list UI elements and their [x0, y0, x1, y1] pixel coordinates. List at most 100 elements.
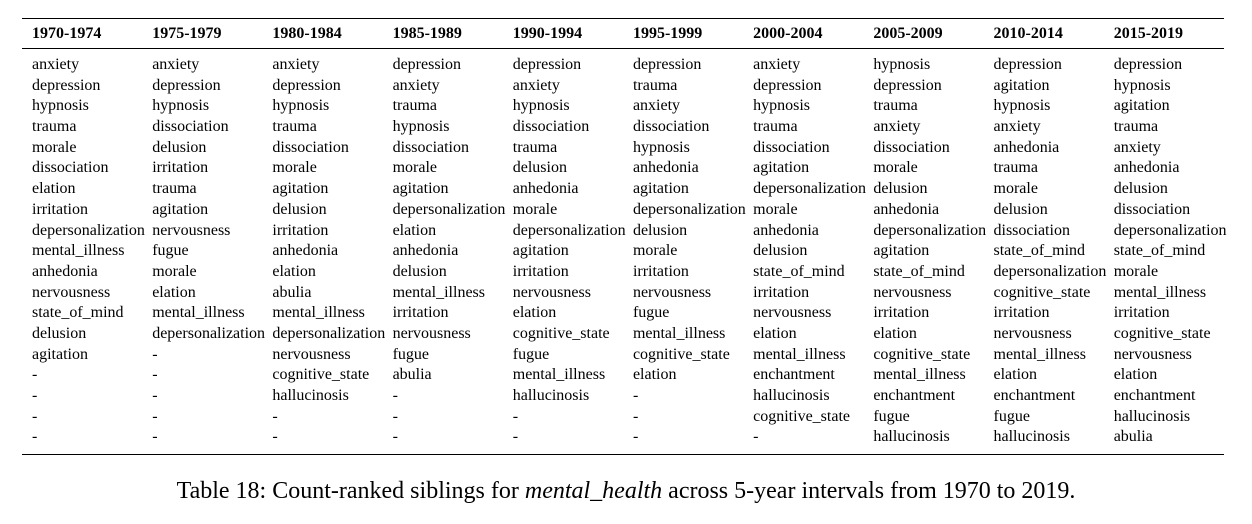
table-cell: delusion	[32, 324, 87, 342]
table-cell: depression	[753, 76, 822, 94]
table-cell: cognitive_state	[1113, 324, 1211, 342]
table-cell: hypnosis	[632, 138, 690, 156]
table-cell: morale	[512, 200, 558, 218]
table-cell: trauma	[873, 97, 918, 115]
table-cell: nervousness	[512, 283, 591, 301]
table-cell: hallucinosis	[1113, 407, 1191, 425]
table-cell: hallucinosis	[993, 428, 1070, 446]
table-cell: anhedonia	[512, 180, 579, 198]
table-cell: mental_illness	[632, 324, 726, 342]
table-cell: trauma	[272, 118, 317, 136]
table-cell: depression	[32, 76, 101, 94]
table-cell: elation	[512, 304, 557, 322]
table-cell: depersonalization	[512, 221, 626, 239]
table-cell: nervousness	[873, 283, 952, 301]
table-cell: depression	[392, 56, 461, 73]
table-cell: agitation	[993, 76, 1050, 94]
table-cell: abulia	[272, 283, 312, 301]
table-cell: -	[632, 428, 639, 446]
table-cell: elation	[632, 366, 677, 384]
table-cell: dissociation	[993, 221, 1070, 239]
table-cell: anhedonia	[1113, 159, 1180, 177]
table-cell: irritation	[1113, 304, 1170, 322]
table-cell: elation	[272, 262, 316, 280]
table-cell: elation	[392, 221, 437, 239]
table-cell: -	[32, 387, 38, 404]
table-cell: agitation	[753, 159, 810, 177]
table-cell: fugue	[152, 242, 189, 260]
table-cell: morale	[632, 242, 678, 260]
table-cell: anxiety	[32, 56, 80, 73]
table-cell: nervousness	[1113, 345, 1192, 363]
siblings-table: 1970-1974 1975-1979 1980-1984 1985-1989 1990…	[22, 18, 1227, 456]
table-cell: depersonalization	[152, 324, 266, 342]
table-header-rule	[22, 48, 1224, 49]
table-cell: irritation	[993, 304, 1050, 322]
table-cell: trauma	[1113, 118, 1159, 136]
table-body: anxiety depression hypnosis trauma morale dis…	[22, 49, 1227, 454]
column-header: 2000-2004	[753, 24, 823, 42]
table-cell: anxiety	[512, 76, 560, 94]
table-cell: depersonalization	[632, 200, 746, 218]
table-cell: elation	[1113, 366, 1158, 384]
table-cell: depersonalization	[272, 324, 386, 342]
table-cell: -	[152, 407, 158, 425]
table-cell: irritation	[272, 221, 329, 239]
table-cell: cognitive_state	[993, 283, 1091, 301]
table-cell: dissociation	[753, 138, 830, 156]
table-cell: anxiety	[272, 56, 320, 73]
caption-term: mental_health	[524, 478, 663, 504]
table-cell: cognitive_state	[272, 366, 370, 384]
table-bottom-rule	[22, 454, 1224, 456]
column-header: 1995-1999	[632, 24, 703, 42]
caption-suffix: across 5-year intervals from 1970 to 201…	[662, 478, 1076, 504]
table-cell: depression	[993, 56, 1062, 73]
table-cell: anxiety	[392, 76, 440, 94]
table-cell: agitation	[272, 180, 329, 198]
table-cell: anxiety	[152, 56, 200, 73]
table-cell: enchantment	[1113, 387, 1196, 404]
table-cell: hallucinosis	[753, 387, 830, 404]
table-cell: hypnosis	[512, 97, 570, 115]
table-cell: trauma	[392, 97, 437, 115]
column-header: 1970-1974	[32, 24, 102, 42]
table-cell: anxiety	[873, 118, 921, 136]
table-cell: depression	[512, 56, 582, 73]
table-cell: mental_illness	[152, 304, 245, 322]
table-cell: anhedonia	[993, 138, 1060, 156]
table-cell: -	[272, 407, 278, 425]
table-cell: hypnosis	[32, 97, 89, 115]
table-cell: agitation	[512, 242, 569, 260]
table-cell: mental_illness	[392, 283, 485, 301]
table-cell: -	[753, 428, 759, 446]
table-header-row: 1970-1974 1975-1979 1980-1984 1985-1989 1990…	[22, 19, 1224, 48]
table-column: depression anxiety hypnosis dissociation tra…	[503, 55, 626, 448]
table-cell: depersonalization	[873, 221, 987, 239]
table-cell: elation	[32, 180, 76, 198]
table-cell: -	[512, 428, 519, 446]
table-cell: depression	[632, 56, 702, 73]
table-top-rule	[22, 18, 1224, 19]
table-cell: hypnosis	[1113, 76, 1171, 94]
table-cell: mental_illness	[512, 366, 606, 384]
table-cell: delusion	[392, 262, 447, 280]
table-cell: anxiety	[993, 118, 1041, 136]
table-cell: fugue	[392, 345, 429, 363]
table-cell: delusion	[993, 200, 1048, 218]
table-cell: nervousness	[632, 283, 712, 301]
table-cell: cognitive_state	[512, 324, 610, 342]
table-cell: elation	[152, 283, 196, 301]
table-cell: state_of_mind	[753, 262, 845, 280]
table-cell: anhedonia	[632, 159, 699, 177]
table-cell: dissociation	[512, 118, 590, 136]
table-column: anxiety depression hypnosis trauma dissociat…	[743, 55, 866, 448]
column-header: 2005-2009	[873, 24, 943, 42]
table-cell: fugue	[632, 304, 670, 322]
table-cell: hallucinosis	[272, 387, 349, 404]
table-column: anxiety depression hypnosis dissociation del…	[142, 55, 266, 448]
table-cell: anhedonia	[32, 262, 98, 280]
table-cell: enchantment	[993, 387, 1076, 404]
table-cell: -	[392, 428, 398, 446]
table-cell: trauma	[512, 138, 558, 156]
table-cell: agitation	[152, 200, 209, 218]
